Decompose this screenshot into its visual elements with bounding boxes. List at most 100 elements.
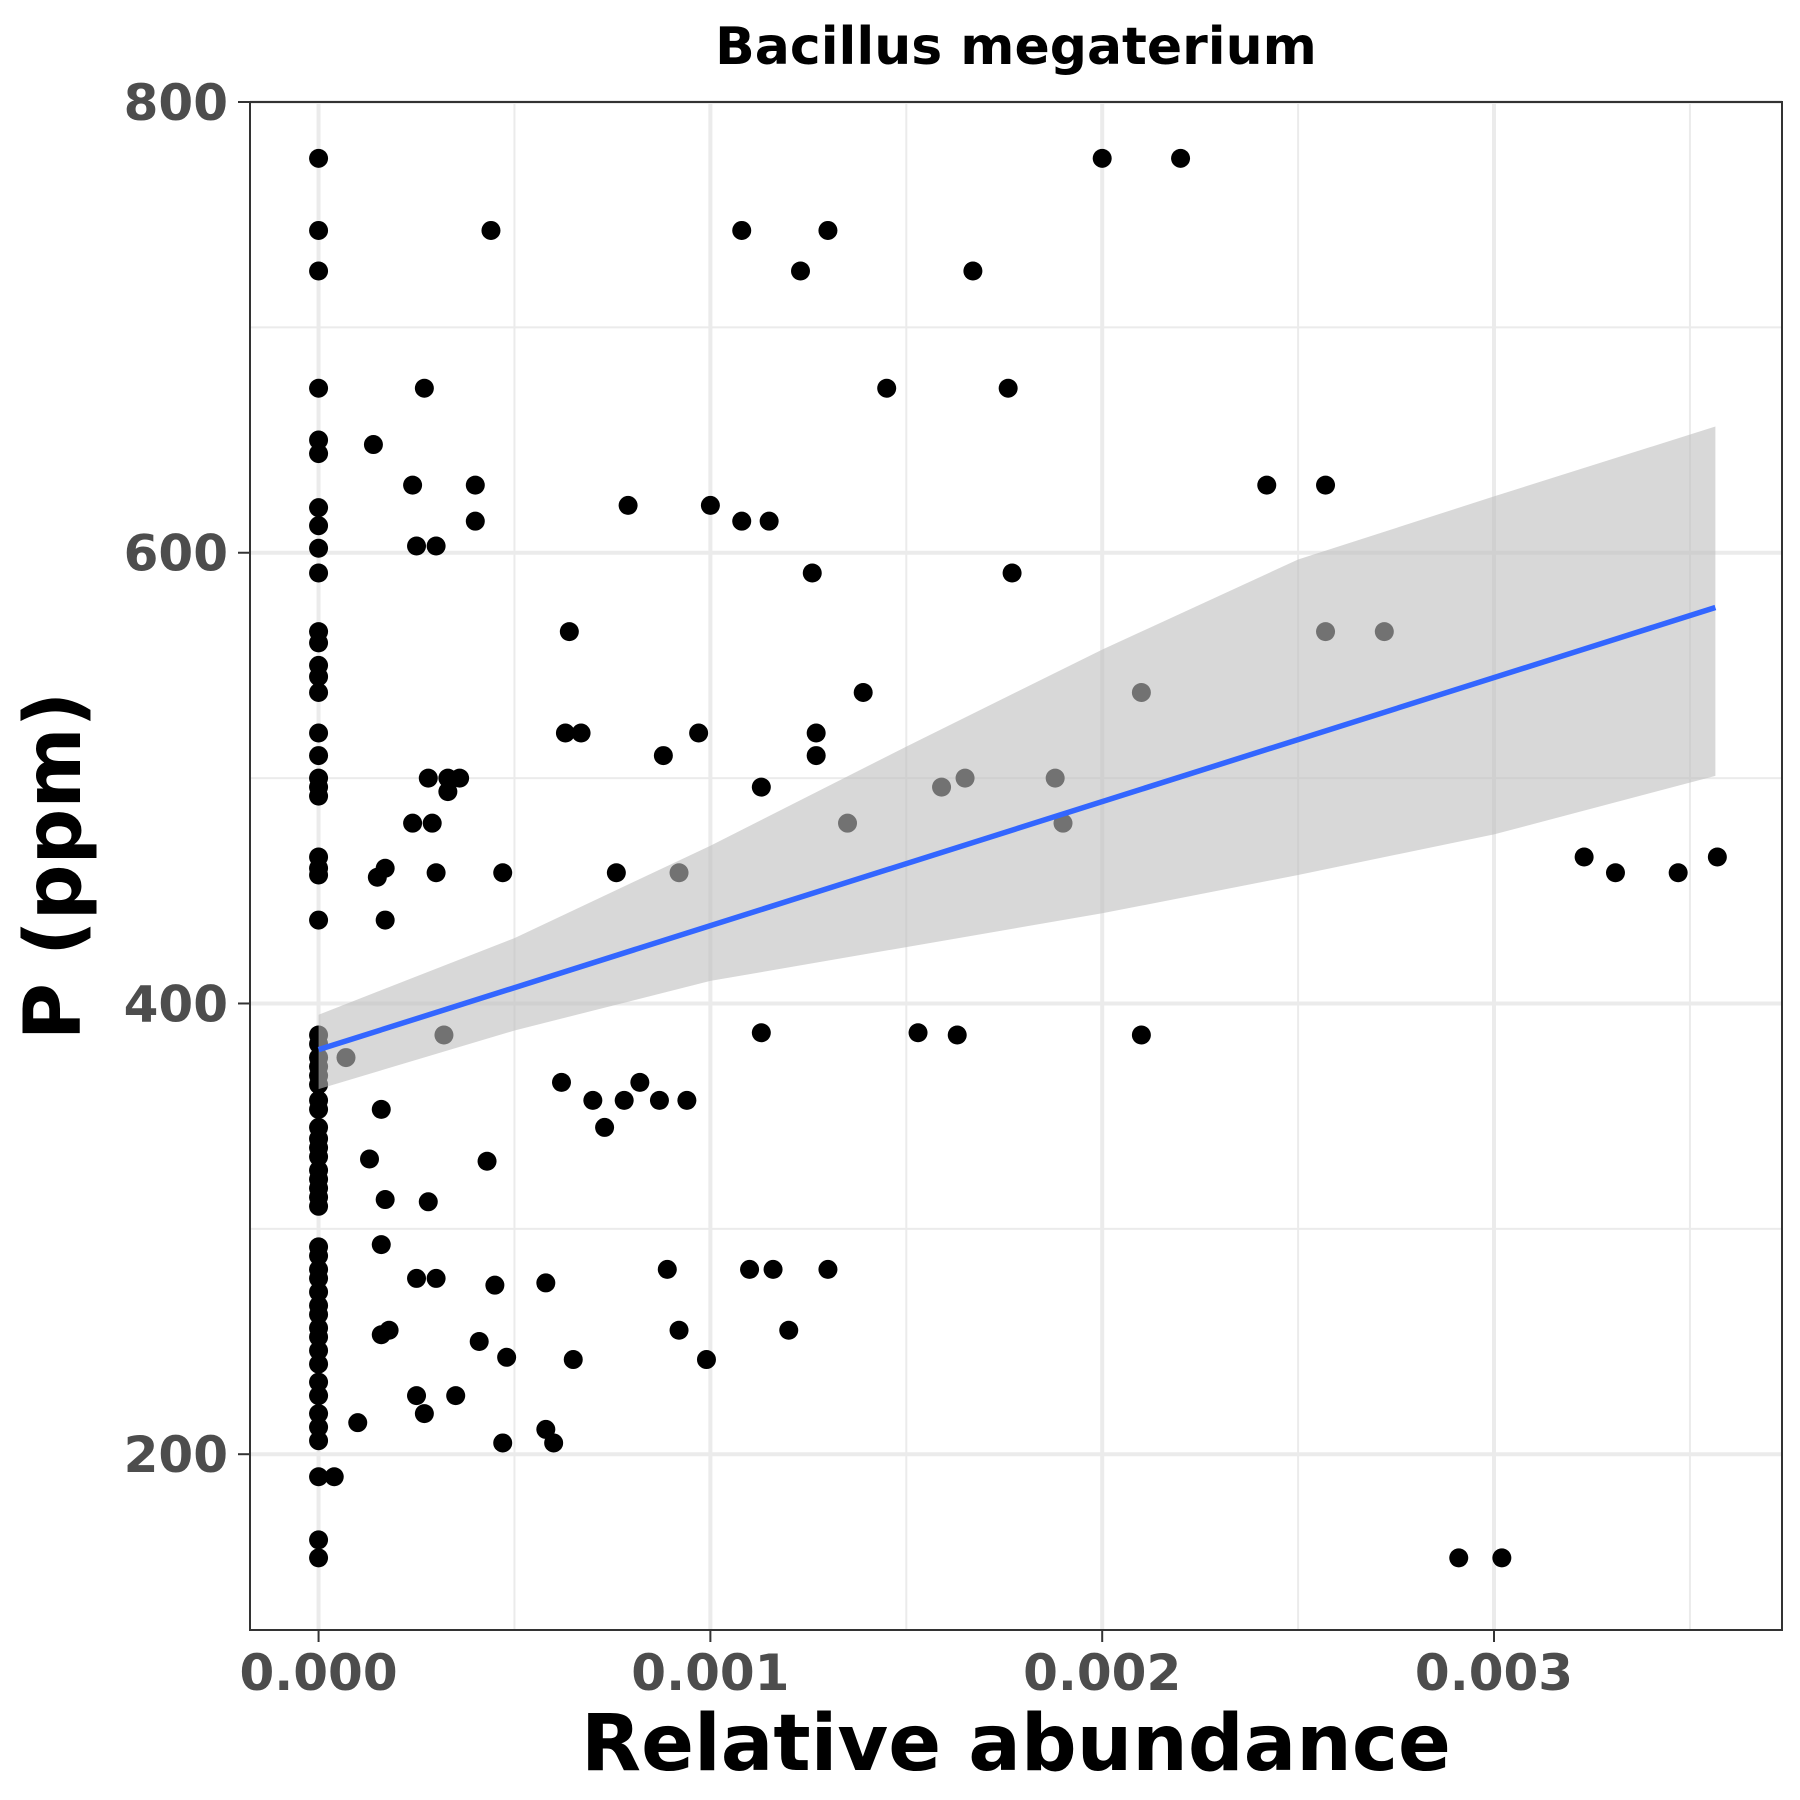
y-axis-title: P (ppm) bbox=[9, 692, 99, 1041]
data-point bbox=[309, 1099, 329, 1119]
data-point bbox=[309, 865, 329, 885]
data-point bbox=[583, 1090, 603, 1110]
data-point bbox=[407, 536, 427, 556]
data-point bbox=[309, 563, 329, 583]
data-point bbox=[1668, 863, 1688, 883]
data-point bbox=[438, 782, 458, 802]
data-point bbox=[1171, 148, 1191, 168]
data-point bbox=[309, 1354, 329, 1374]
data-point bbox=[309, 682, 329, 702]
x-tick-label: 0.000 bbox=[239, 1644, 397, 1702]
data-point bbox=[407, 1268, 427, 1288]
data-point bbox=[806, 746, 826, 766]
data-point bbox=[669, 1320, 689, 1340]
data-point bbox=[309, 633, 329, 653]
data-point bbox=[446, 1386, 466, 1406]
panel-border bbox=[249, 101, 1783, 1631]
data-point bbox=[309, 220, 329, 240]
data-point bbox=[696, 1350, 716, 1370]
data-point bbox=[360, 1149, 380, 1169]
data-point bbox=[348, 1413, 368, 1433]
data-point bbox=[309, 1147, 329, 1167]
data-point bbox=[309, 444, 329, 464]
chart-title: Bacillus megaterium bbox=[715, 17, 1317, 77]
data-point bbox=[759, 511, 779, 531]
data-point bbox=[1257, 475, 1277, 495]
data-point bbox=[309, 1372, 329, 1392]
data-point bbox=[309, 1327, 329, 1347]
data-point bbox=[1492, 1548, 1512, 1568]
data-point bbox=[309, 910, 329, 930]
data-point bbox=[403, 813, 423, 833]
data-point bbox=[963, 261, 983, 281]
data-point bbox=[309, 786, 329, 806]
data-point bbox=[418, 768, 438, 788]
data-point bbox=[1316, 475, 1336, 495]
confidence-band bbox=[318, 426, 1716, 1090]
data-point bbox=[309, 1341, 329, 1361]
data-point bbox=[309, 148, 329, 168]
data-point bbox=[689, 723, 709, 743]
data-point bbox=[309, 1404, 329, 1424]
y-tick-label: 800 bbox=[124, 74, 228, 132]
data-point bbox=[740, 1259, 760, 1279]
data-point bbox=[1449, 1548, 1469, 1568]
data-point bbox=[1131, 1025, 1151, 1045]
data-point bbox=[309, 1196, 329, 1216]
trend-line bbox=[317, 604, 1717, 1053]
data-point bbox=[614, 1090, 634, 1110]
data-point bbox=[371, 1235, 391, 1255]
data-point bbox=[414, 1404, 434, 1424]
data-point bbox=[481, 220, 501, 240]
y-tick-label: 200 bbox=[124, 1426, 228, 1484]
data-point bbox=[379, 1320, 399, 1340]
data-point bbox=[779, 1320, 799, 1340]
data-point bbox=[653, 746, 673, 766]
data-point bbox=[559, 622, 579, 642]
data-point bbox=[649, 1090, 669, 1110]
data-point bbox=[493, 863, 513, 883]
data-point bbox=[375, 1190, 395, 1210]
data-point bbox=[309, 261, 329, 281]
x-axis-title: Relative abundance bbox=[581, 1699, 1451, 1789]
data-point bbox=[426, 536, 446, 556]
data-point bbox=[595, 1117, 615, 1137]
data-point bbox=[309, 1304, 329, 1324]
data-point bbox=[791, 261, 811, 281]
data-point bbox=[677, 1090, 697, 1110]
data-point bbox=[371, 1099, 391, 1119]
data-point bbox=[853, 682, 873, 702]
data-point bbox=[426, 863, 446, 883]
data-point bbox=[606, 863, 626, 883]
data-point bbox=[414, 378, 434, 398]
data-point bbox=[375, 858, 395, 878]
data-point bbox=[309, 746, 329, 766]
data-point bbox=[309, 1431, 329, 1451]
y-tick-label: 600 bbox=[124, 525, 228, 583]
data-point bbox=[309, 1246, 329, 1266]
data-point bbox=[544, 1433, 564, 1453]
data-point bbox=[998, 378, 1018, 398]
data-point bbox=[763, 1259, 783, 1279]
data-point bbox=[309, 1282, 329, 1302]
data-point bbox=[802, 563, 822, 583]
data-point bbox=[309, 667, 329, 687]
data-point bbox=[877, 378, 897, 398]
data-point bbox=[536, 1273, 556, 1293]
data-point bbox=[422, 813, 442, 833]
data-point bbox=[630, 1072, 650, 1092]
data-point bbox=[309, 1417, 329, 1437]
data-point bbox=[309, 723, 329, 743]
y-tick-label: 400 bbox=[124, 975, 228, 1033]
data-point bbox=[1574, 847, 1594, 867]
data-point bbox=[465, 511, 485, 531]
data-point bbox=[555, 723, 575, 743]
data-point bbox=[1002, 563, 1022, 583]
data-point bbox=[324, 1467, 344, 1487]
data-point bbox=[485, 1275, 505, 1295]
data-point bbox=[309, 1548, 329, 1568]
data-point bbox=[732, 511, 752, 531]
data-point bbox=[426, 1268, 446, 1288]
plot-panel: 0.000 0.001 0.002 0.003 200 400 600 800 bbox=[124, 74, 1783, 1702]
data-point bbox=[818, 220, 838, 240]
